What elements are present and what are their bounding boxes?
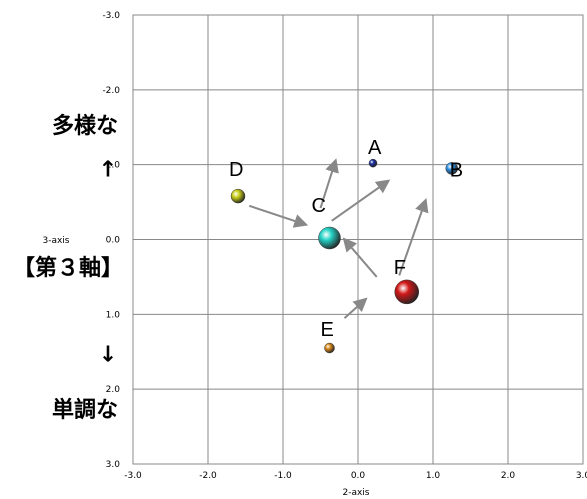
x-tick-label: 3.0 — [576, 471, 587, 481]
x-tick-label: 1.0 — [426, 471, 441, 481]
arrows — [248, 158, 429, 319]
point-label-f: F — [394, 257, 406, 279]
y-tick-label: 3.0 — [106, 460, 121, 470]
point-label-d: D — [229, 159, 243, 181]
trend-arrow — [343, 297, 368, 319]
y-tick-label: -1.0 — [102, 161, 120, 171]
y-axis-title: 3-axis — [42, 236, 69, 246]
trend-arrow — [331, 179, 391, 222]
side-label-middle: 【第３軸】 — [12, 256, 124, 281]
data-point-f — [394, 279, 419, 305]
y-tick-label: 2.0 — [106, 385, 121, 395]
point-label-e: E — [321, 319, 334, 341]
trend-arrow — [248, 204, 309, 228]
y-tick-label: -2.0 — [102, 86, 120, 96]
point-label-b: B — [450, 159, 463, 181]
side-label-bottom: 単調な — [51, 398, 119, 423]
point-label-c: C — [312, 195, 326, 217]
x-tick-label: 0.0 — [351, 471, 366, 481]
trend-arrow — [342, 237, 378, 278]
y-tick-label: 0.0 — [106, 236, 121, 246]
side-label-top: 多様な — [51, 114, 119, 139]
data-points — [230, 158, 458, 354]
grid-lines — [132, 14, 584, 465]
data-point-c — [318, 226, 341, 250]
data-point-d — [230, 188, 246, 204]
x-tick-label: 2.0 — [501, 471, 516, 481]
trend-arrow — [319, 158, 339, 209]
x-tick-label: -3.0 — [124, 471, 142, 481]
side-arrow-down: ↓ — [98, 342, 118, 368]
data-point-e — [324, 342, 335, 354]
point-labels: A B C D E F — [229, 137, 463, 341]
trend-arrow — [398, 197, 429, 276]
x-tick-label: -1.0 — [274, 471, 292, 481]
side-arrow-up: ↑ — [98, 157, 118, 183]
point-label-a: A — [368, 137, 382, 159]
data-point-a — [368, 158, 378, 168]
data-point-b — [445, 162, 458, 175]
y-tick-label: 1.0 — [106, 310, 121, 320]
x-tick-labels: -3.0 -2.0 -1.0 0.0 1.0 2.0 3.0 — [124, 471, 587, 481]
y-tick-labels: -3.0 -2.0 -1.0 0.0 1.0 2.0 3.0 — [102, 11, 120, 470]
x-axis-title: 2-axis — [342, 488, 369, 498]
y-tick-label: -3.0 — [102, 11, 120, 21]
x-tick-label: -2.0 — [199, 471, 217, 481]
